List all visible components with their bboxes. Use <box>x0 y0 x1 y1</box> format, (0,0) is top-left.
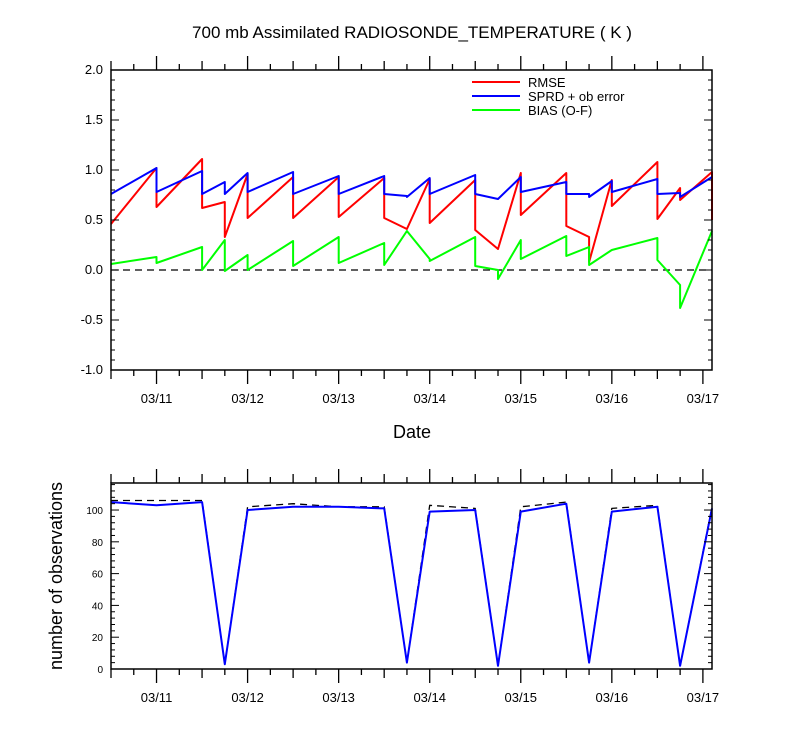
legend-label: BIAS (O-F) <box>528 103 592 118</box>
bottom-y-tick-label: 20 <box>92 633 104 644</box>
bias-line <box>110 230 713 309</box>
bottom-x-tick-label: 03/17 <box>687 690 720 705</box>
chart-title: 700 mb Assimilated RADIOSONDE_TEMPERATUR… <box>192 23 632 42</box>
bottom-x-tick-label: 03/11 <box>141 690 173 705</box>
bottom-x-tick-label: 03/12 <box>231 690 264 705</box>
bottom-x-tick-label: 03/15 <box>504 690 537 705</box>
top-x-tick-label: 03/16 <box>596 391 629 406</box>
top-y-tick-label: 1.5 <box>85 112 103 127</box>
bottom-y-tick-label: 0 <box>97 665 103 676</box>
top-y-tick-label: 0.5 <box>85 212 103 227</box>
top-y-axis: -1.0 -0.5 0.0 0.5 1.0 1.5 2.0 <box>81 62 712 377</box>
y-axis-label: number of observations <box>46 482 66 670</box>
spread-line <box>110 167 713 200</box>
top-x-tick-label: 03/17 <box>687 391 720 406</box>
top-x-tick-label: 03/12 <box>231 391 264 406</box>
top-x-tick-label: 03/15 <box>504 391 537 406</box>
bottom-x-axis: 03/11 03/12 03/13 03/14 03/15 03/16 03/17 <box>110 469 720 705</box>
obs-used-line <box>110 501 713 667</box>
bottom-x-tick-label: 03/16 <box>596 690 629 705</box>
top-y-tick-label: 1.0 <box>85 162 103 177</box>
legend-label: RMSE <box>528 75 566 90</box>
top-x-tick-label: 03/11 <box>141 391 173 406</box>
top-y-tick-label: -0.5 <box>81 312 103 327</box>
top-x-axis: 03/11 03/12 03/13 03/14 03/15 03/16 03/17 <box>110 56 720 406</box>
bottom-plot-frame <box>110 482 713 670</box>
top-y-tick-label: 0.0 <box>85 262 103 277</box>
top-x-tick-label: 03/14 <box>413 391 446 406</box>
legend-label: SPRD + ob error <box>528 89 625 104</box>
bottom-y-tick-label: 80 <box>92 538 104 549</box>
top-series-lines <box>110 158 713 309</box>
bottom-x-tick-label: 03/14 <box>413 690 446 705</box>
obs-total-dashed-line <box>111 499 713 667</box>
bottom-y-axis: 0 20 40 60 80 100 <box>86 484 712 676</box>
x-axis-label: Date <box>393 422 431 442</box>
bottom-series-lines <box>110 499 713 667</box>
top-y-tick-label: 2.0 <box>85 62 103 77</box>
bottom-y-tick-label: 60 <box>92 570 104 581</box>
bottom-y-tick-label: 100 <box>86 506 103 517</box>
bottom-y-tick-label: 40 <box>92 601 104 612</box>
top-x-tick-label: 03/13 <box>322 391 355 406</box>
top-y-tick-label: -1.0 <box>81 362 103 377</box>
bottom-x-tick-label: 03/13 <box>322 690 355 705</box>
rmse-line <box>110 158 713 263</box>
